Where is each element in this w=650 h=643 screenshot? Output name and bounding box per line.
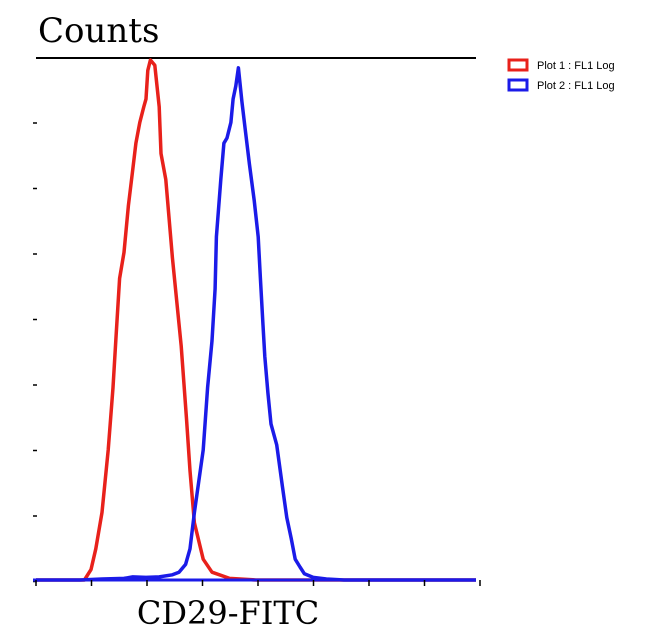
- chart-title: Counts: [38, 11, 159, 51]
- legend: Plot 1 : FL1 Log Plot 2 : FL1 Log: [507, 58, 615, 92]
- series-layer: [36, 58, 476, 582]
- legend-swatch-2: [507, 78, 529, 92]
- series-line-2: [36, 66, 476, 582]
- x-axis-ticks: [35, 580, 481, 586]
- legend-swatch-1: [507, 58, 529, 72]
- legend-label-2: Plot 2 : FL1 Log: [537, 80, 615, 92]
- series-line-1: [36, 58, 476, 582]
- y-axis-ticks: [33, 122, 37, 583]
- x-axis-label: CD29-FITC: [137, 594, 319, 632]
- legend-label-1: Plot 1 : FL1 Log: [537, 60, 615, 72]
